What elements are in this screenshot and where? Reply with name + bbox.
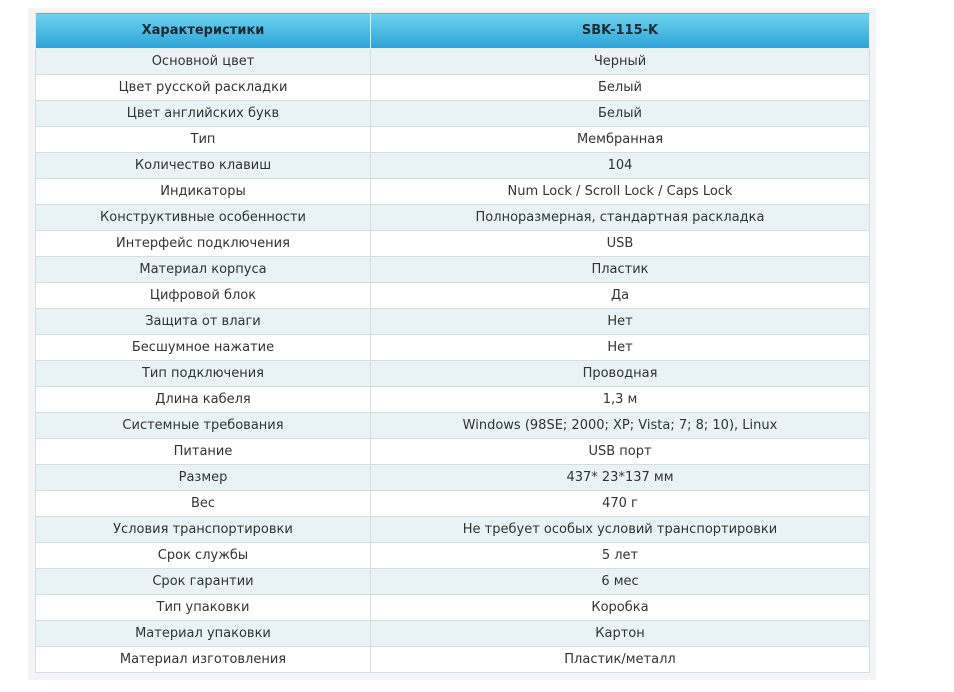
value-cell: Черный — [370, 48, 870, 75]
value-cell: Мембранная — [370, 126, 870, 153]
spec-row: Цифровой блок Да — [35, 282, 870, 309]
value-cell: Проводная — [370, 360, 870, 387]
spec-row: Срок службы 5 лет — [35, 542, 870, 569]
label-cell: Длина кабеля — [35, 386, 371, 413]
value-cell: Да — [370, 282, 870, 309]
spec-row: Системные требования Windows (98SE; 2000;… — [35, 412, 870, 439]
value-cell: Белый — [370, 100, 870, 127]
header-cell: Характеристики — [35, 12, 371, 49]
spec-row: Вес 470 г — [35, 490, 870, 517]
value-cell: Нет — [370, 334, 870, 361]
value-cell: 470 г — [370, 490, 870, 517]
spec-row: Цвет английских букв Белый — [35, 100, 870, 127]
value-cell: Не требует особых условий транспортировк… — [370, 516, 870, 543]
spec-row: Размер 437* 23*137 мм — [35, 464, 870, 491]
label-cell: Индикаторы — [35, 178, 371, 205]
spec-row: Индикаторы Num Lock / Scroll Lock / Caps … — [35, 178, 870, 205]
value-cell: Картон — [370, 620, 870, 647]
value-cell: 104 — [370, 152, 870, 179]
label-cell: Основной цвет — [35, 48, 371, 75]
label-cell: Цифровой блок — [35, 282, 371, 309]
label-cell: Питание — [35, 438, 371, 465]
spec-row: Тип упаковки Коробка — [35, 594, 870, 621]
spec-row: Защита от влаги Нет — [35, 308, 870, 335]
label-cell: Интерфейс подключения — [35, 230, 371, 257]
spec-row: Основной цвет Черный — [35, 48, 870, 75]
value-cell: Коробка — [370, 594, 870, 621]
label-cell: Количество клавиш — [35, 152, 371, 179]
value-cell: USB — [370, 230, 870, 257]
label-cell: Системные требования — [35, 412, 371, 439]
value-cell: Windows (98SE; 2000; XP; Vista; 7; 8; 10… — [370, 412, 870, 439]
value-cell: 5 лет — [370, 542, 870, 569]
value-cell: Белый — [370, 74, 870, 101]
label-cell: Цвет английских букв — [35, 100, 371, 127]
value-cell: 6 мес — [370, 568, 870, 595]
spec-row: Интерфейс подключения USB — [35, 230, 870, 257]
value-cell: Полноразмерная, стандартная раскладка — [370, 204, 870, 231]
spec-row: Срок гарантии 6 мес — [35, 568, 870, 595]
label-cell: Цвет русской раскладки — [35, 74, 371, 101]
spec-row: Питание USB порт — [35, 438, 870, 465]
value-cell: Num Lock / Scroll Lock / Caps Lock — [370, 178, 870, 205]
header-cell: SBK-115-K — [370, 12, 870, 49]
spec-row: Цвет русской раскладки Белый — [35, 74, 870, 101]
label-cell: Условия транспортировки — [35, 516, 371, 543]
label-cell: Срок службы — [35, 542, 371, 569]
value-cell: USB порт — [370, 438, 870, 465]
header-row: Характеристики SBK-115-K — [35, 12, 870, 49]
spec-row: Материал упаковки Картон — [35, 620, 870, 647]
spec-row: Материал корпуса Пластик — [35, 256, 870, 283]
spec-row: Тип Мембранная — [35, 126, 870, 153]
label-cell: Материал упаковки — [35, 620, 371, 647]
label-cell: Защита от влаги — [35, 308, 371, 335]
value-cell: Пластик — [370, 256, 870, 283]
label-cell: Тип подключения — [35, 360, 371, 387]
label-cell: Тип — [35, 126, 371, 153]
label-cell: Вес — [35, 490, 371, 517]
value-cell: Нет — [370, 308, 870, 335]
label-cell: Конструктивные особенности — [35, 204, 371, 231]
spec-table: Характеристики SBK-115-K Основной цвет Че… — [35, 12, 870, 673]
spec-row: Тип подключения Проводная — [35, 360, 870, 387]
label-cell: Тип упаковки — [35, 594, 371, 621]
label-cell: Размер — [35, 464, 371, 491]
value-cell: 437* 23*137 мм — [370, 464, 870, 491]
spec-row: Бесшумное нажатие Нет — [35, 334, 870, 361]
value-cell: Пластик/металл — [370, 646, 870, 673]
spec-row: Количество клавиш 104 — [35, 152, 870, 179]
label-cell: Материал корпуса — [35, 256, 371, 283]
value-cell: 1,3 м — [370, 386, 870, 413]
spec-row: Условия транспортировки Не требует особых… — [35, 516, 870, 543]
spec-row: Длина кабеля 1,3 м — [35, 386, 870, 413]
spec-row: Конструктивные особенности Полноразмерная… — [35, 204, 870, 231]
label-cell: Бесшумное нажатие — [35, 334, 371, 361]
label-cell: Срок гарантии — [35, 568, 371, 595]
label-cell: Материал изготовления — [35, 646, 371, 673]
spec-row: Материал изготовления Пластик/металл — [35, 646, 870, 673]
